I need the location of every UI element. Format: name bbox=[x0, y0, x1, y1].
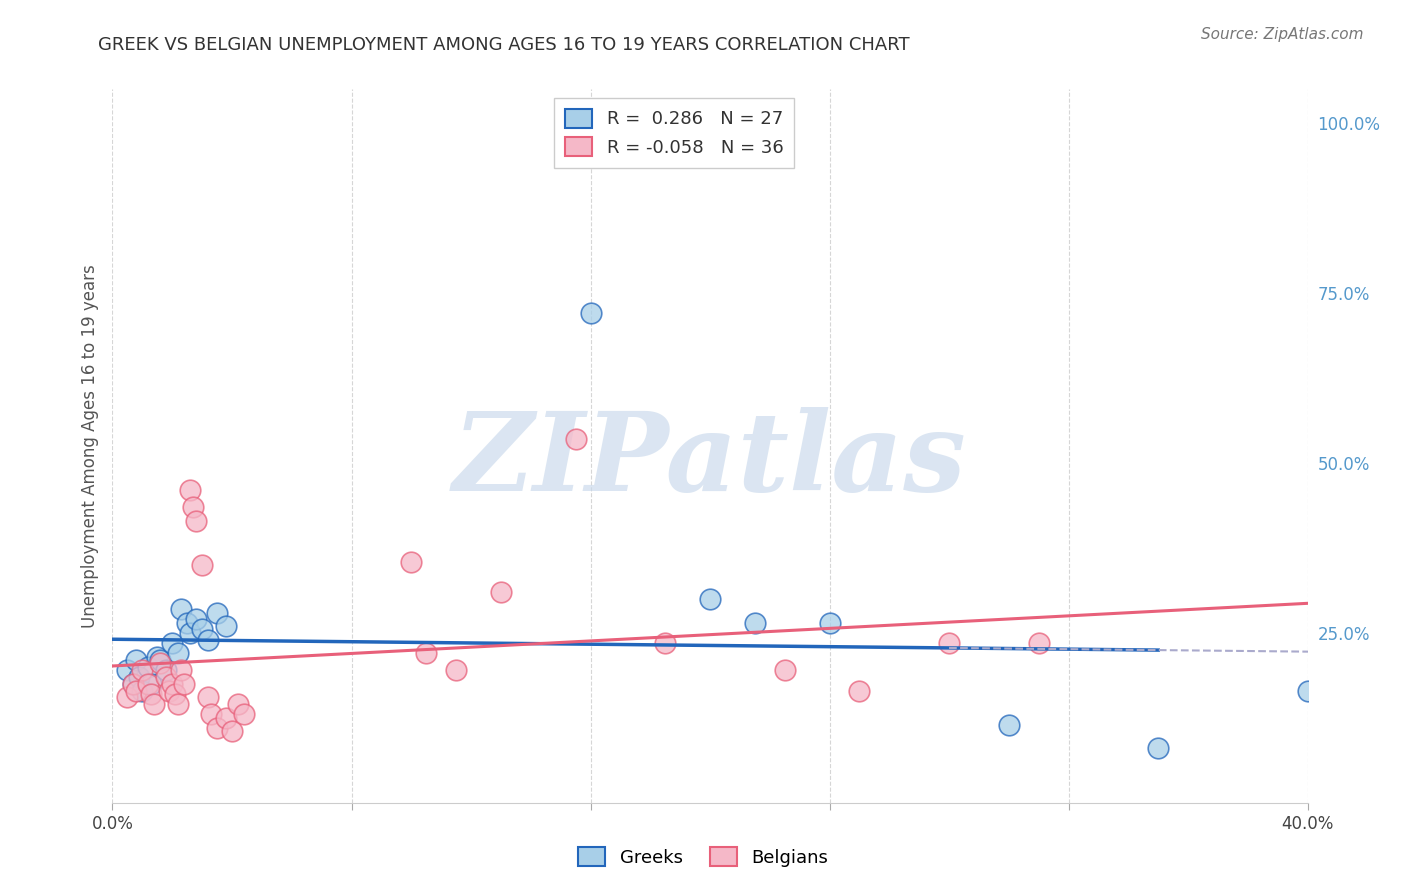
Legend: R =  0.286   N = 27, R = -0.058   N = 36: R = 0.286 N = 27, R = -0.058 N = 36 bbox=[554, 98, 794, 168]
Point bbox=[938, 636, 960, 650]
Point bbox=[162, 677, 183, 691]
Point bbox=[215, 711, 238, 725]
Point bbox=[149, 653, 172, 667]
Point bbox=[1296, 683, 1319, 698]
Point bbox=[818, 615, 841, 630]
Point bbox=[215, 619, 238, 633]
Point bbox=[128, 670, 150, 684]
Point bbox=[125, 683, 148, 698]
Point bbox=[1147, 741, 1170, 756]
Legend: Greeks, Belgians: Greeks, Belgians bbox=[571, 840, 835, 874]
Point bbox=[170, 602, 193, 616]
Text: Source: ZipAtlas.com: Source: ZipAtlas.com bbox=[1201, 27, 1364, 42]
Point bbox=[149, 657, 172, 671]
Point bbox=[205, 606, 228, 620]
Point bbox=[699, 591, 721, 606]
Point bbox=[489, 585, 512, 599]
Point bbox=[226, 698, 249, 712]
Point bbox=[221, 724, 243, 739]
Point bbox=[131, 683, 153, 698]
Point bbox=[141, 687, 163, 701]
Point bbox=[157, 683, 180, 698]
Point bbox=[141, 677, 163, 691]
Point bbox=[179, 483, 201, 498]
Point bbox=[125, 653, 148, 667]
Point bbox=[122, 677, 145, 691]
Point bbox=[200, 707, 222, 722]
Point bbox=[170, 663, 193, 677]
Point bbox=[191, 623, 214, 637]
Point bbox=[165, 687, 187, 701]
Point bbox=[444, 663, 467, 677]
Point bbox=[564, 432, 586, 446]
Point bbox=[167, 646, 190, 660]
Point bbox=[117, 690, 139, 705]
Point bbox=[131, 663, 153, 677]
Point bbox=[773, 663, 796, 677]
Point bbox=[179, 626, 201, 640]
Point bbox=[122, 677, 145, 691]
Point bbox=[181, 500, 204, 515]
Point bbox=[138, 677, 160, 691]
Text: GREEK VS BELGIAN UNEMPLOYMENT AMONG AGES 16 TO 19 YEARS CORRELATION CHART: GREEK VS BELGIAN UNEMPLOYMENT AMONG AGES… bbox=[98, 36, 910, 54]
Point bbox=[191, 558, 214, 572]
Point bbox=[233, 707, 256, 722]
Point bbox=[197, 690, 219, 705]
Point bbox=[117, 663, 139, 677]
Point bbox=[186, 514, 208, 528]
Y-axis label: Unemployment Among Ages 16 to 19 years: Unemployment Among Ages 16 to 19 years bbox=[80, 264, 98, 628]
Point bbox=[155, 663, 177, 677]
Point bbox=[197, 632, 219, 647]
Point bbox=[1028, 636, 1050, 650]
Point bbox=[186, 612, 208, 626]
Point bbox=[998, 717, 1021, 731]
Point bbox=[162, 636, 183, 650]
Text: ZIPatlas: ZIPatlas bbox=[453, 407, 967, 514]
Point bbox=[415, 646, 437, 660]
Point bbox=[167, 698, 190, 712]
Point bbox=[744, 615, 766, 630]
Point bbox=[155, 670, 177, 684]
Point bbox=[138, 660, 160, 674]
Point bbox=[146, 649, 169, 664]
Point bbox=[654, 636, 676, 650]
Point bbox=[848, 683, 870, 698]
Point bbox=[401, 555, 423, 569]
Point bbox=[143, 698, 166, 712]
Point bbox=[205, 721, 228, 735]
Point bbox=[176, 615, 198, 630]
Point bbox=[173, 677, 195, 691]
Point bbox=[579, 306, 602, 320]
